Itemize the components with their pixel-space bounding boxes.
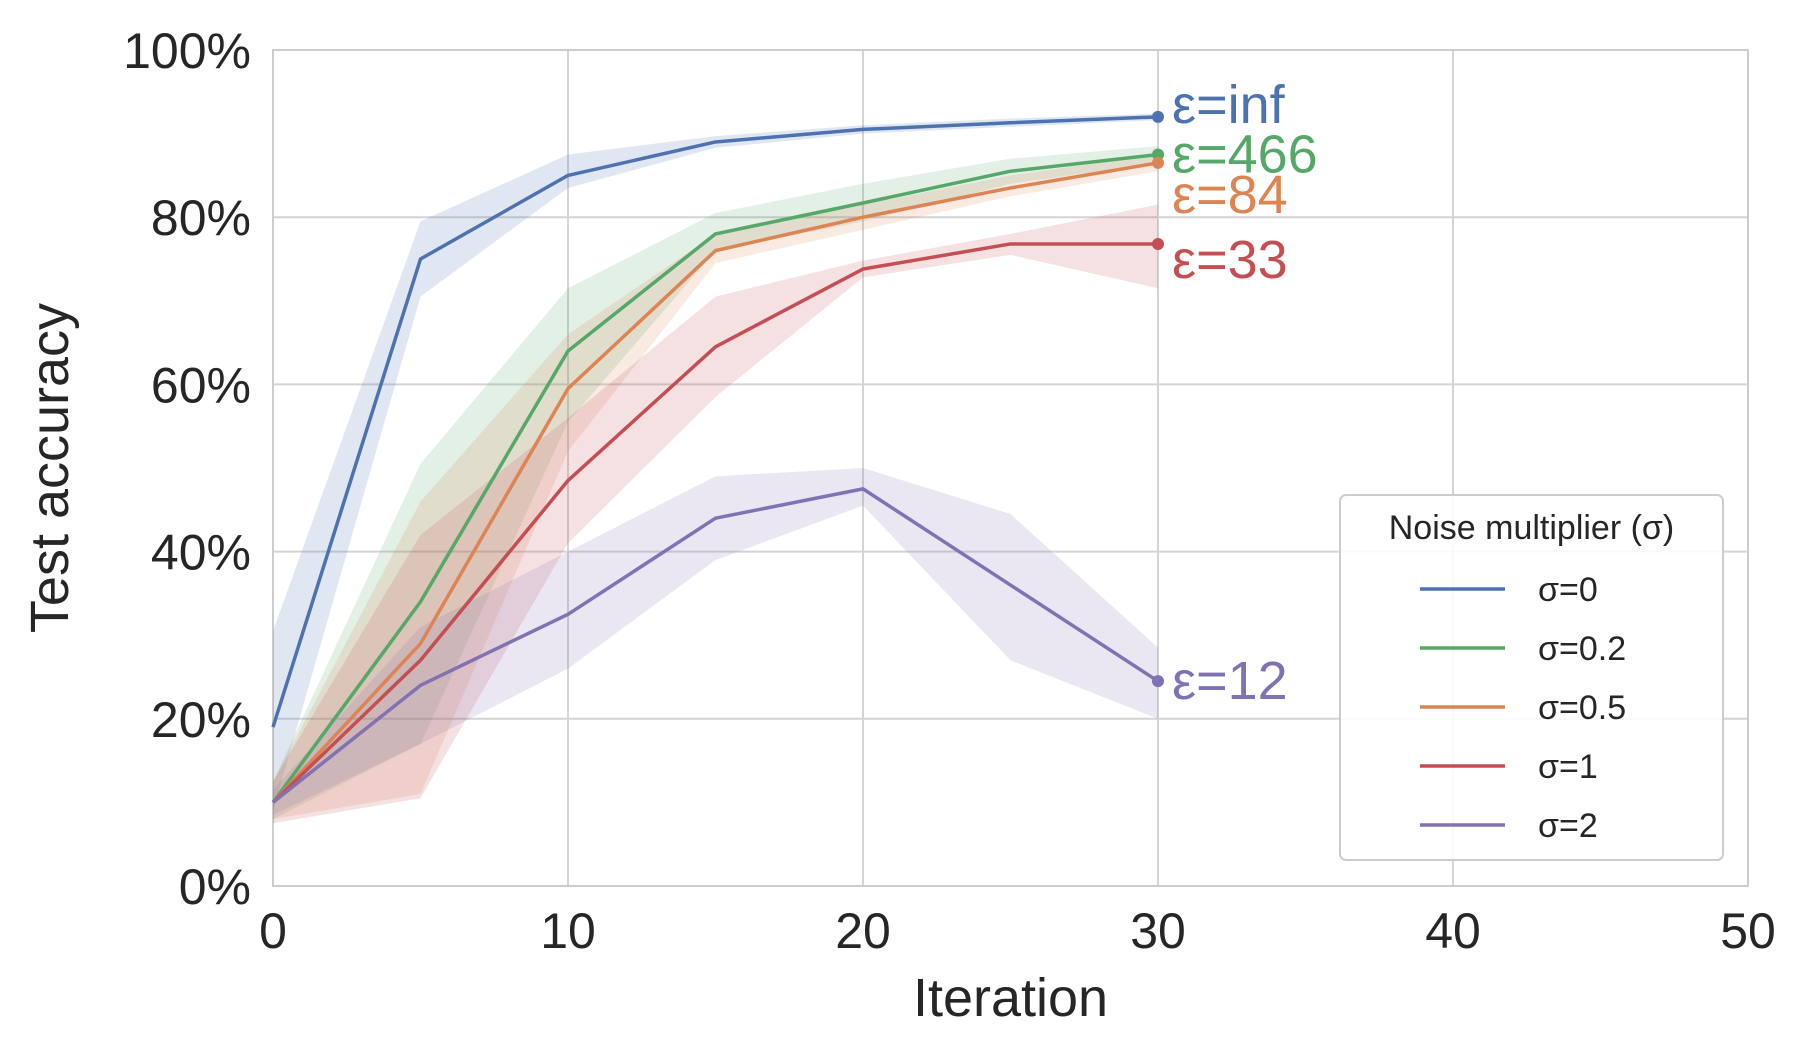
series-endpoint xyxy=(1152,148,1164,161)
plot-frame xyxy=(272,49,1749,887)
confidence-band xyxy=(273,146,1158,820)
series-line xyxy=(271,242,1158,804)
y-tick-label: 40% xyxy=(151,525,251,581)
epsilon-label: ε=84 xyxy=(1172,165,1288,225)
series-lines xyxy=(271,110,1164,804)
legend-box xyxy=(1339,494,1724,861)
series-line xyxy=(271,161,1159,804)
epsilon-label: ε=12 xyxy=(1172,651,1288,711)
confidence-band xyxy=(273,204,1158,824)
epsilon-label: ε=33 xyxy=(1172,230,1288,290)
y-axis-label: Test accuracy xyxy=(20,303,80,633)
epsilon-label: ε=inf xyxy=(1172,75,1286,135)
legend-entry: σ=0.5 xyxy=(1538,689,1626,727)
legend-entry: σ=0 xyxy=(1538,571,1598,609)
y-tick-label: 0% xyxy=(179,859,251,915)
x-tick-label: 30 xyxy=(1130,903,1186,959)
confidence-band xyxy=(273,154,1158,820)
confidence-band xyxy=(273,468,1158,815)
y-tick-label: 80% xyxy=(151,190,251,246)
series-line xyxy=(271,152,1159,804)
legend: Noise multiplier (σ) σ=0 σ=0.2 σ=0.5 σ=1 σ=2 xyxy=(1339,494,1724,861)
series-line xyxy=(271,115,1159,728)
x-tick-label: 10 xyxy=(540,903,596,959)
x-tick-label: 0 xyxy=(259,903,287,959)
series-endpoint xyxy=(1152,110,1164,123)
x-tick-label: 20 xyxy=(835,903,891,959)
legend-entry: σ=2 xyxy=(1538,807,1598,845)
y-tick-labels: 0% 20% 40% 60% 80% 100% xyxy=(123,23,251,915)
y-tick-label: 100% xyxy=(123,23,251,79)
x-tick-labels: 0 10 20 30 40 50 xyxy=(259,903,1776,959)
series-endpoint xyxy=(1152,156,1164,169)
legend-entry: σ=1 xyxy=(1538,748,1598,786)
series-endpoint xyxy=(1152,237,1164,250)
series-line xyxy=(271,487,1159,804)
x-tick-label: 50 xyxy=(1720,903,1776,959)
legend-items: σ=0 σ=0.2 σ=0.5 σ=1 σ=2 xyxy=(1420,571,1626,845)
series-endpoint xyxy=(1152,675,1164,688)
y-tick-label: 60% xyxy=(151,357,251,413)
epsilon-label: ε=466 xyxy=(1172,125,1318,185)
legend-entry: σ=0.2 xyxy=(1538,630,1626,668)
x-axis-label: Iteration xyxy=(913,968,1108,1028)
y-tick-label: 20% xyxy=(151,692,251,748)
confidence-bands xyxy=(273,113,1158,824)
x-tick-label: 40 xyxy=(1425,903,1481,959)
legend-title: Noise multiplier (σ) xyxy=(1389,509,1674,547)
